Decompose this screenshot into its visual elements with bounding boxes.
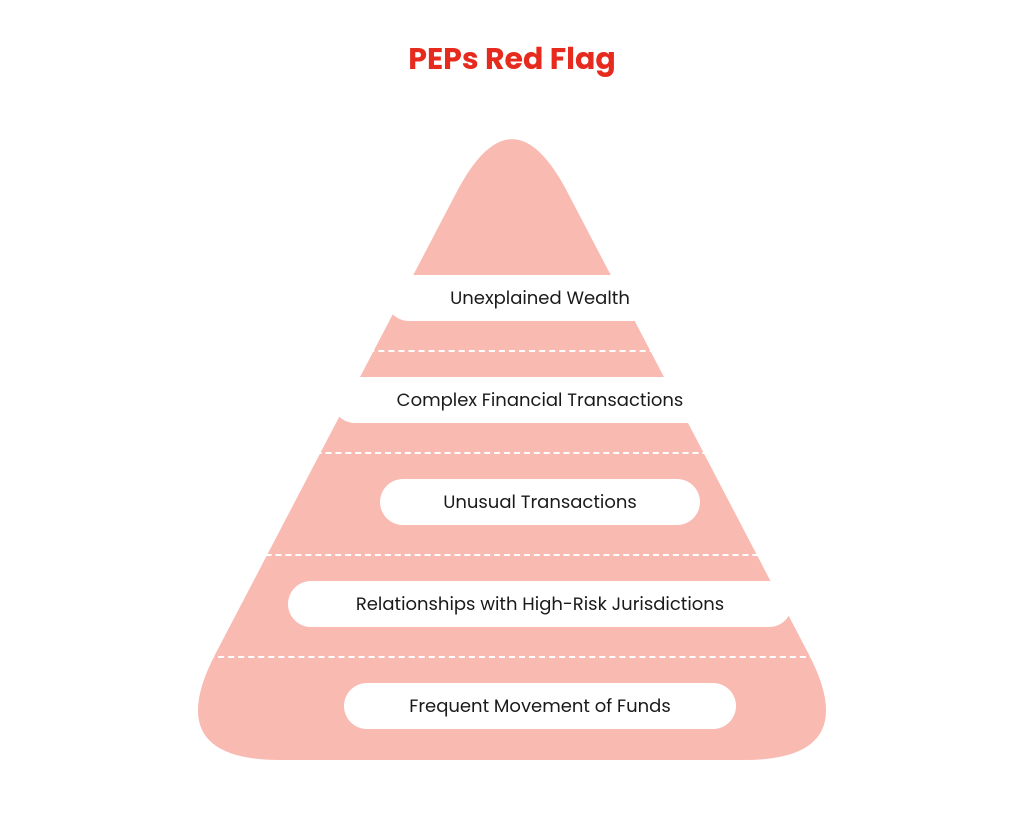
pyramid-item-3: Unusual Transactions <box>380 479 700 525</box>
pyramid-item-1: Unexplained Wealth <box>386 275 694 321</box>
pyramid-item-5: Frequent Movement of Funds <box>344 683 736 729</box>
pyramid-item-label: Frequent Movement of Funds <box>409 693 670 720</box>
pyramid-item-label: Unusual Transactions <box>443 489 637 516</box>
pyramid-item-label: Unexplained Wealth <box>450 285 630 312</box>
pyramid-divider-1 <box>318 350 706 352</box>
pyramid-divider-4 <box>168 656 856 658</box>
pyramid-divider-3 <box>216 554 808 556</box>
pyramid-item-2: Complex Financial Transactions <box>332 377 748 423</box>
pyramid-item-4: Relationships with High-Risk Jurisdictio… <box>288 581 792 627</box>
pyramid-path <box>198 139 826 760</box>
infographic-stage: PEPs Red Flag Unexplained WealthComplex … <box>0 0 1024 817</box>
pyramid-item-label: Complex Financial Transactions <box>397 387 684 414</box>
pyramid-divider-2 <box>266 452 758 454</box>
pyramid-item-label: Relationships with High-Risk Jurisdictio… <box>356 591 724 618</box>
